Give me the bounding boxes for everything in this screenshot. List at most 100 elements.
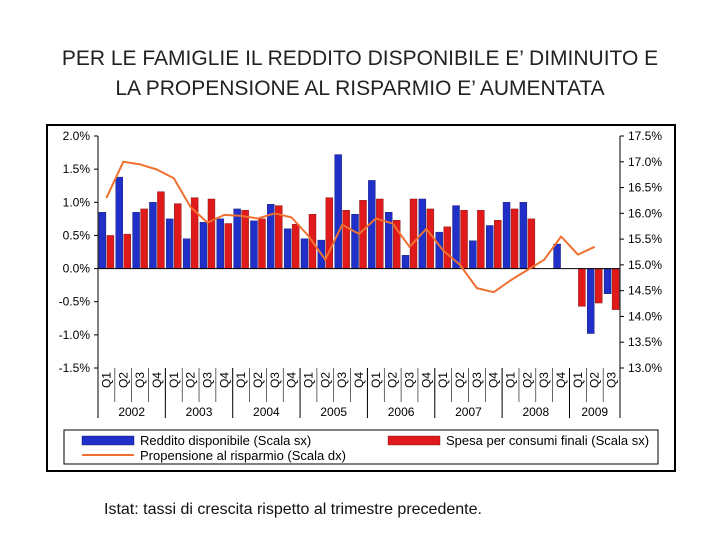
legend-swatch-reddito — [81, 435, 135, 446]
slide-title: PER LE FAMIGLIE IL REDDITO DISPONIBILE E… — [20, 44, 700, 104]
bar-reddito-disponibile — [216, 218, 224, 269]
bar-spesa-consumi — [241, 210, 249, 269]
year-tick-label: 2008 — [522, 405, 549, 419]
bar-reddito-disponibile — [502, 202, 511, 269]
bar-reddito-disponibile — [166, 218, 174, 269]
bar-spesa-consumi — [460, 210, 468, 269]
quarter-tick-label: Q1 — [167, 372, 181, 388]
quarter-tick-label: Q2 — [588, 372, 602, 388]
title-line-2: LA PROPENSIONE AL RISPARMIO E’ AUMENTATA — [115, 77, 605, 100]
left-axis-tick-label: -1.5% — [59, 361, 91, 375]
bar-spesa-consumi — [510, 208, 519, 269]
left-axis-tick-label: 1.0% — [63, 195, 91, 209]
bar-reddito-disponibile — [199, 221, 208, 269]
right-axis-tick-label: 13.0% — [628, 361, 662, 375]
quarter-tick-label: Q4 — [554, 372, 568, 388]
right-axis-tick-label: 15.5% — [628, 232, 662, 246]
bar-reddito-disponibile — [98, 212, 107, 269]
year-tick-label: 2004 — [253, 405, 280, 419]
bar-spesa-consumi — [494, 219, 502, 269]
bar-reddito-disponibile — [250, 220, 258, 269]
bar-spesa-consumi — [578, 268, 586, 307]
quarter-tick-label: Q2 — [251, 372, 265, 388]
bar-reddito-disponibile — [603, 268, 612, 294]
legend-label-propensione: Propensione al risparmio (Scala dx) — [140, 448, 346, 463]
left-axis-tick-label: 1.5% — [63, 162, 91, 176]
quarter-tick-label: Q2 — [318, 372, 332, 388]
year-tick-label: 2002 — [118, 405, 145, 419]
quarter-tick-label: Q4 — [150, 372, 164, 388]
quarter-tick-label: Q1 — [571, 372, 585, 388]
bar-reddito-disponibile — [115, 176, 123, 269]
chart-svg: 2.0% 1.5% 1.0% 0.5% 0.0% -0.5% -1.0% -1.5% 17.5%… — [46, 124, 676, 472]
bar-reddito-disponibile — [182, 238, 191, 269]
bar-spesa-consumi — [359, 200, 367, 269]
left-axis-tick-label: 0.0% — [63, 262, 91, 276]
bar-reddito-disponibile — [233, 208, 241, 269]
left-axis-tick-label: 0.5% — [63, 228, 91, 242]
bar-reddito-disponibile — [519, 202, 528, 269]
bar-reddito-disponibile — [149, 202, 157, 269]
quarter-tick-label: Q3 — [133, 372, 147, 388]
quarter-tick-label: Q1 — [99, 372, 113, 388]
bar-reddito-disponibile — [300, 238, 309, 269]
source-note: Istat: tassi di crescita rispetto al tri… — [104, 501, 482, 518]
quarter-tick-label: Q4 — [285, 372, 299, 388]
bar-reddito-disponibile — [283, 228, 292, 269]
legend-label-spesa: Spesa per consumi finali (Scala sx) — [446, 433, 649, 448]
chart-area: 2.0% 1.5% 1.0% 0.5% 0.0% -0.5% -1.0% -1.5% 17.5%… — [46, 124, 676, 472]
right-axis-tick-label: 16.0% — [628, 206, 662, 220]
bar-reddito-disponibile — [486, 225, 494, 269]
bar-spesa-consumi — [443, 226, 451, 269]
bar-reddito-disponibile — [553, 243, 561, 269]
right-axis-tick-label: 16.5% — [628, 181, 662, 195]
quarter-tick-label: Q4 — [352, 372, 366, 388]
quarter-tick-label: Q4 — [217, 372, 231, 388]
right-axis-tick-label: 17.5% — [628, 129, 662, 143]
quarter-tick-label: Q1 — [369, 372, 383, 388]
bar-reddito-disponibile — [469, 240, 477, 269]
bar-spesa-consumi — [342, 210, 350, 269]
year-tick-label: 2005 — [320, 405, 347, 419]
right-axis-tick-label: 15.0% — [628, 258, 662, 272]
quarter-tick-label: Q1 — [436, 372, 450, 388]
title-line-1: PER LE FAMIGLIE IL REDDITO DISPONIBILE E… — [61, 47, 659, 70]
right-axis-tick-label: 14.5% — [628, 284, 662, 298]
bar-spesa-consumi — [527, 218, 536, 269]
left-axis-tick-label: 2.0% — [63, 129, 91, 143]
quarter-tick-label: Q2 — [520, 372, 534, 388]
bar-reddito-disponibile — [435, 231, 443, 269]
quarter-tick-label: Q1 — [504, 372, 518, 388]
quarter-tick-label: Q2 — [116, 372, 130, 388]
right-axis-tick-label: 13.5% — [628, 335, 662, 349]
quarter-tick-label: Q3 — [335, 372, 349, 388]
bar-spesa-consumi — [140, 208, 148, 269]
line-propensione-risparmio — [105, 160, 596, 294]
bar-spesa-consumi — [258, 218, 266, 269]
quarter-tick-label: Q1 — [301, 372, 315, 388]
chart-frame — [46, 124, 676, 472]
bar-reddito-disponibile — [587, 268, 595, 334]
bar-spesa-consumi — [106, 235, 115, 269]
bar-spesa-consumi — [157, 191, 165, 269]
quarter-tick-label: Q2 — [453, 372, 467, 388]
bar-spesa-consumi — [207, 198, 216, 269]
bar-reddito-disponibile — [351, 214, 359, 269]
bar-spesa-consumi — [376, 198, 384, 269]
legend-box — [63, 429, 659, 465]
quarter-tick-label: Q4 — [419, 372, 433, 388]
bar-spesa-consumi — [595, 268, 603, 304]
quarter-tick-label: Q2 — [386, 372, 400, 388]
year-tick-label: 2009 — [581, 405, 608, 419]
right-axis-tick-label: 17.0% — [628, 155, 662, 169]
left-axis-tick-label: -0.5% — [59, 295, 91, 309]
quarter-tick-label: Q3 — [200, 372, 214, 388]
quarter-tick-label: Q1 — [234, 372, 248, 388]
quarter-tick-label: Q4 — [487, 372, 501, 388]
bar-reddito-disponibile — [132, 212, 140, 269]
quarter-tick-label: Q3 — [403, 372, 417, 388]
bar-spesa-consumi — [477, 210, 485, 269]
year-tick-label: 2006 — [388, 405, 415, 419]
quarter-tick-label: Q2 — [184, 372, 198, 388]
right-axis-tick-label: 14.0% — [628, 309, 662, 323]
